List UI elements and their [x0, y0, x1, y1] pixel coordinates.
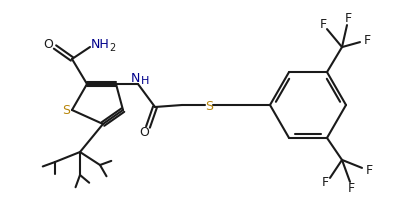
Text: NH: NH	[91, 38, 109, 51]
Text: S: S	[205, 100, 213, 112]
Text: H: H	[141, 76, 150, 86]
Text: N: N	[130, 72, 140, 85]
Text: F: F	[363, 34, 370, 47]
Text: F: F	[321, 176, 328, 189]
Text: O: O	[139, 125, 149, 138]
Text: F: F	[319, 18, 327, 31]
Text: S: S	[62, 104, 70, 117]
Text: 2: 2	[109, 43, 115, 53]
Text: F: F	[365, 164, 372, 178]
Text: F: F	[344, 12, 351, 25]
Text: F: F	[347, 182, 355, 196]
Text: O: O	[43, 38, 53, 51]
